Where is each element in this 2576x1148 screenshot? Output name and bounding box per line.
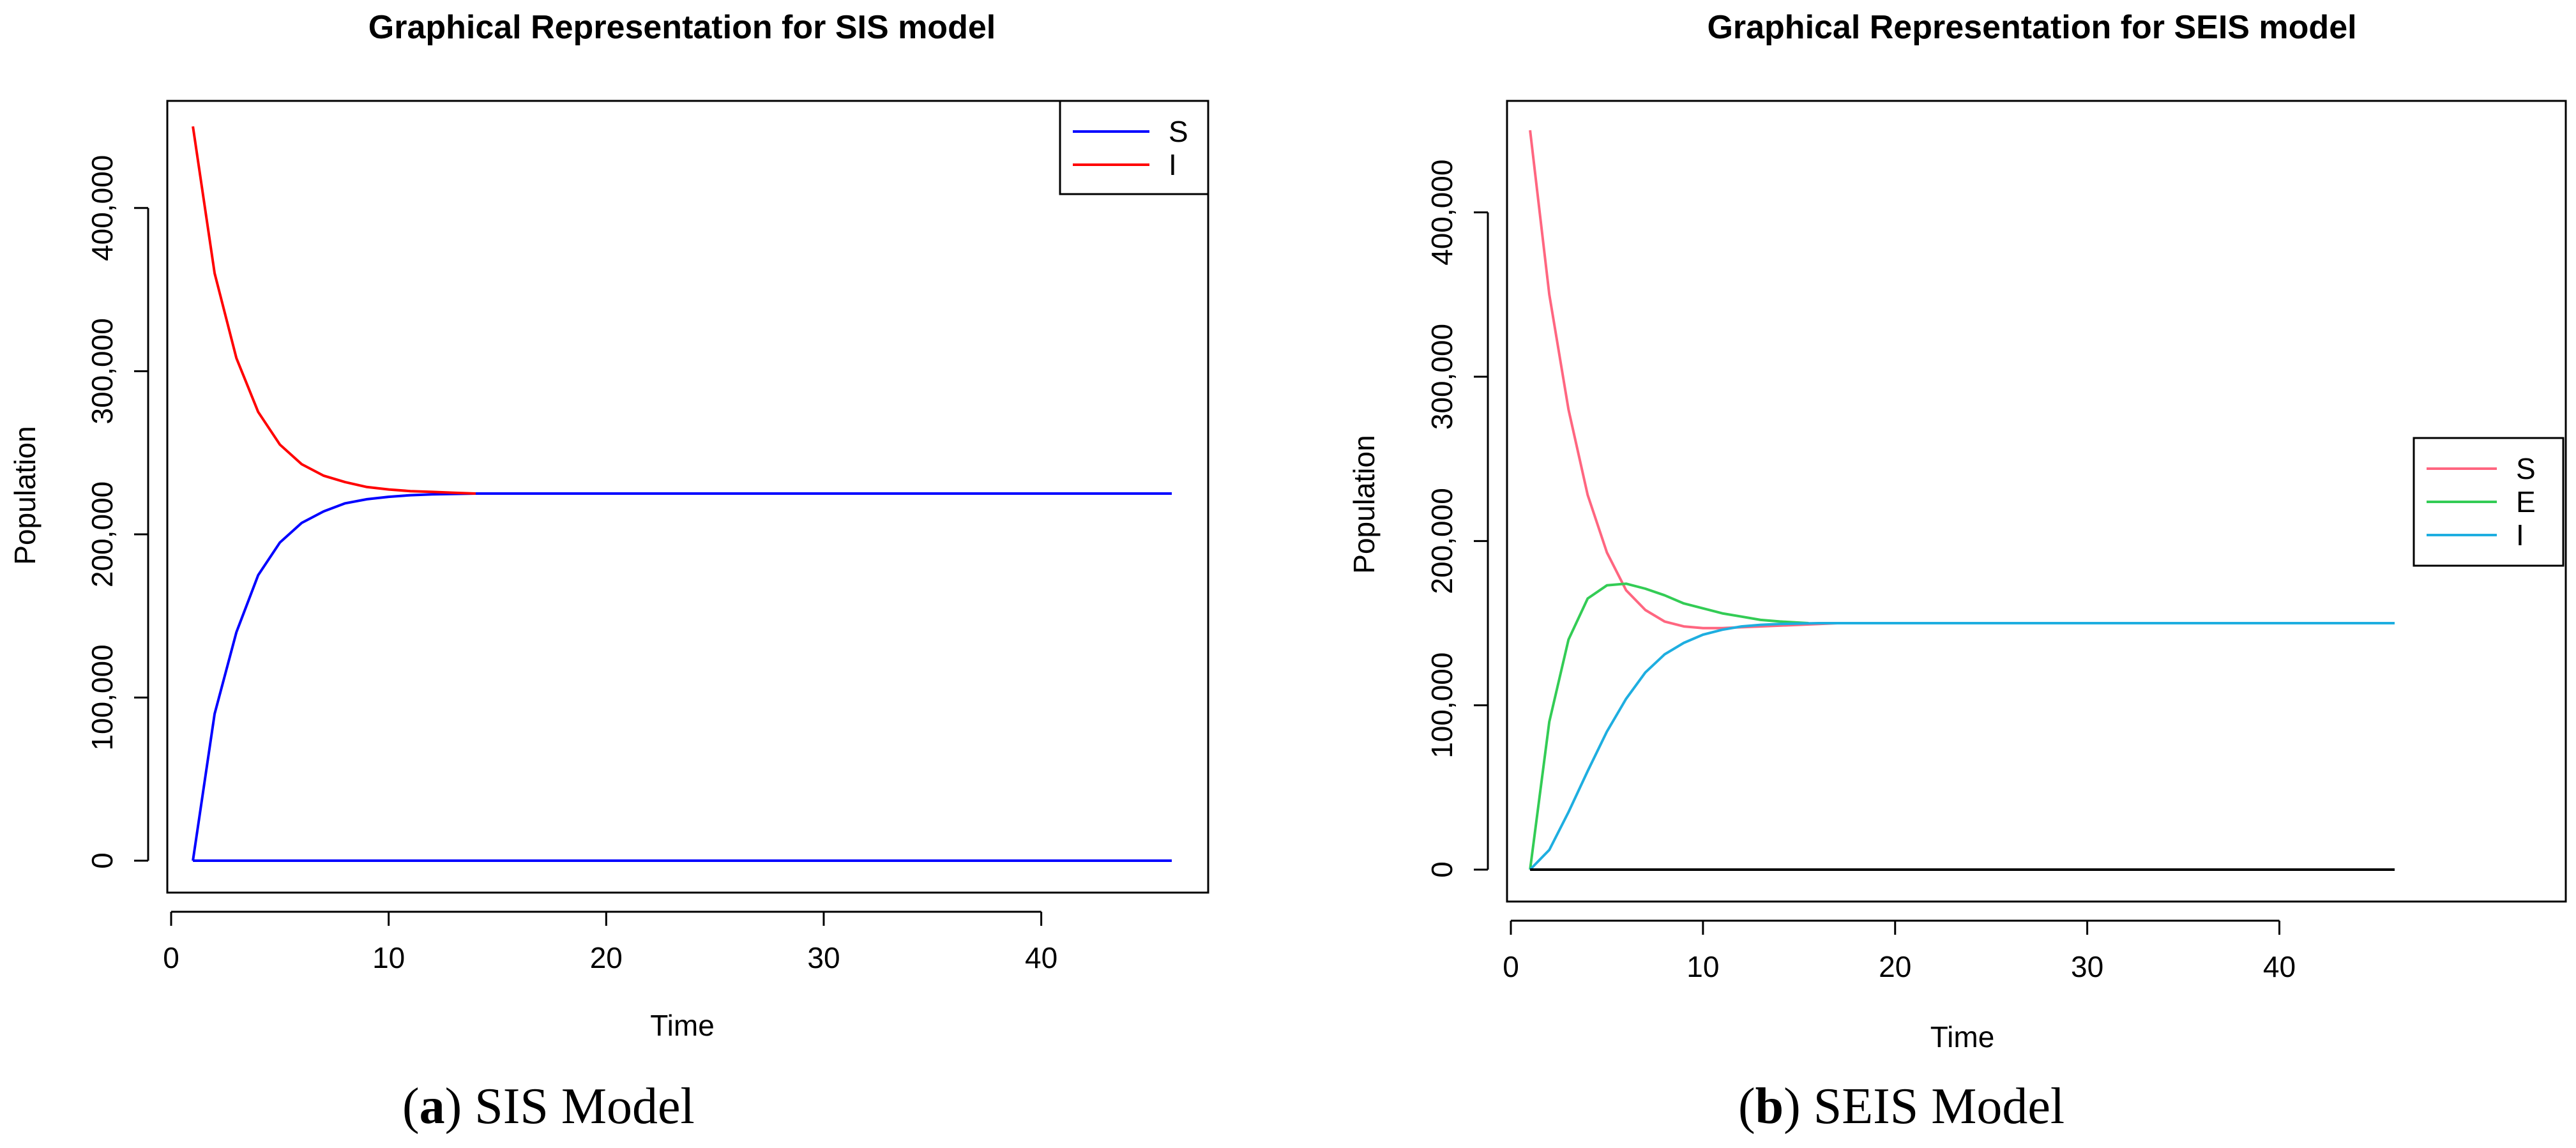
chart-seis: Graphical Representation for SEIS model 0… xyxy=(1347,9,2567,1054)
caption-a: (a) SIS Model xyxy=(402,1078,695,1135)
legend-label-e: E xyxy=(2516,485,2536,518)
caption-a-letter: a xyxy=(419,1078,445,1135)
legend-label-s: S xyxy=(1169,115,1188,148)
x-tick-label: 30 xyxy=(807,941,840,974)
plot-frame xyxy=(166,100,1209,894)
x-tick-label: 30 xyxy=(2071,950,2103,983)
y-axis-label: Population xyxy=(8,426,42,564)
x-tick-label: 0 xyxy=(1503,950,1519,983)
caption-b-text: SEIS Model xyxy=(1813,1078,2065,1135)
x-tick-label: 20 xyxy=(1879,950,1911,983)
y-tick-label: 300,000 xyxy=(1425,324,1458,430)
x-tick-label: 40 xyxy=(2263,950,2296,983)
chart-title: Graphical Representation for SIS model xyxy=(368,9,996,46)
caption-a-text: SIS Model xyxy=(474,1078,695,1135)
x-tick-label: 10 xyxy=(372,941,405,974)
x-tick-label: 40 xyxy=(1025,941,1057,974)
series-line-e xyxy=(1529,582,1809,870)
x-axis-label: Time xyxy=(1930,1020,1995,1054)
chart-title: Graphical Representation for SEIS model xyxy=(1707,9,2356,46)
y-axis-label: Population xyxy=(1347,435,1381,573)
legend-label-i: I xyxy=(1169,148,1177,181)
x-tick-label: 10 xyxy=(1686,950,1719,983)
caption-b-letter: b xyxy=(1755,1078,1784,1135)
x-tick-label: 20 xyxy=(590,941,623,974)
legend-label-i: I xyxy=(2516,518,2524,552)
series-line-s xyxy=(192,492,1172,861)
legend-box xyxy=(1059,100,1209,195)
legend: SEI xyxy=(2413,437,2565,567)
y-tick-label: 0 xyxy=(86,852,119,869)
y-tick-label: 400,000 xyxy=(86,155,119,261)
series-line-i xyxy=(1529,622,2395,871)
y-tick-label: 0 xyxy=(1425,861,1458,878)
chart-sis: Graphical Representation for SIS model 0 1… xyxy=(8,9,1209,1042)
series-line-i xyxy=(192,126,476,495)
x-axis-label: Time xyxy=(650,1009,715,1042)
y-tick-label: 400,000 xyxy=(1425,160,1458,266)
x-tick-label: 0 xyxy=(163,941,179,974)
y-tick-label: 100,000 xyxy=(86,644,119,750)
series-line-s xyxy=(1529,130,1867,630)
y-tick-label: 200,000 xyxy=(1425,488,1458,594)
y-tick-label: 300,000 xyxy=(86,318,119,424)
caption-b: (b) SEIS Model xyxy=(1738,1078,2065,1135)
legend-label-s: S xyxy=(2516,452,2536,485)
legend: SI xyxy=(1059,100,1209,195)
plot-frame xyxy=(1506,100,2567,903)
y-tick-label: 100,000 xyxy=(1425,653,1458,759)
y-tick-label: 200,000 xyxy=(86,481,119,587)
